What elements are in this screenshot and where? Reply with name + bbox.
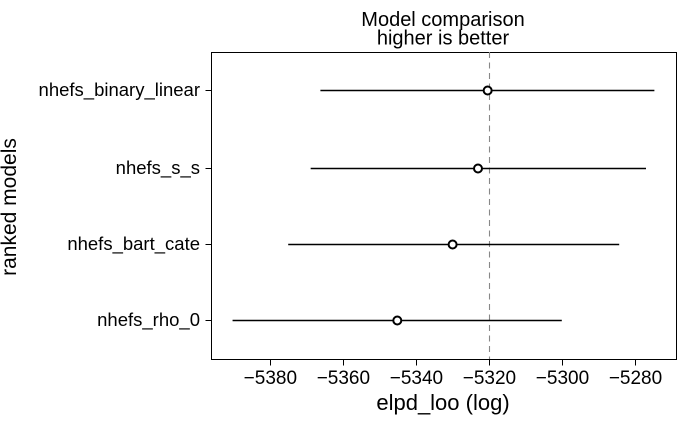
svg-text:−5320: −5320 (463, 368, 516, 389)
svg-text:−5280: −5280 (609, 368, 662, 389)
svg-text:nhefs_s_s: nhefs_s_s (116, 157, 200, 179)
svg-text:−5380: −5380 (244, 368, 297, 389)
svg-text:higher is better: higher is better (377, 28, 510, 50)
svg-text:nhefs_binary_linear: nhefs_binary_linear (39, 79, 200, 101)
svg-text:ranked models: ranked models (0, 138, 21, 276)
svg-text:−5300: −5300 (536, 368, 589, 389)
svg-text:−5340: −5340 (390, 368, 443, 389)
svg-text:nhefs_bart_cate: nhefs_bart_cate (67, 233, 200, 255)
svg-text:nhefs_rho_0: nhefs_rho_0 (97, 309, 200, 331)
svg-text:−5360: −5360 (317, 368, 370, 389)
svg-text:elpd_loo (log): elpd_loo (log) (376, 390, 509, 415)
